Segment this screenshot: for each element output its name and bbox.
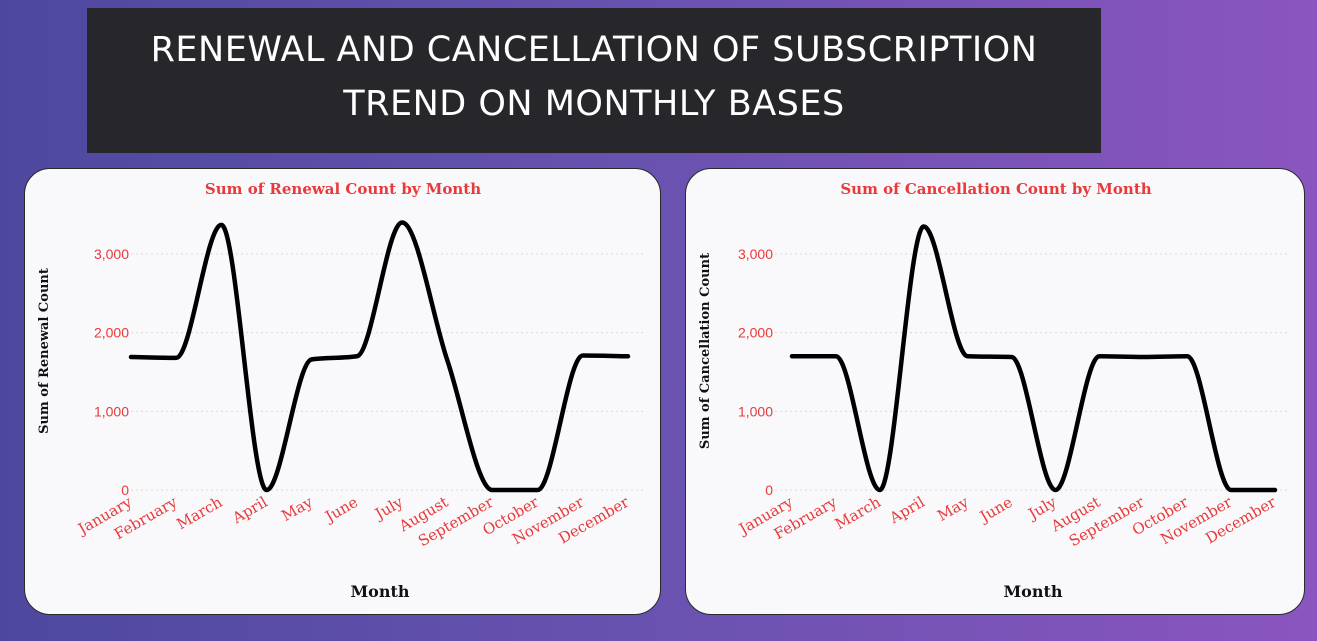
page-title: RENEWAL AND CANCELLATION OF SUBSCRIPTION… (150, 29, 1038, 124)
x-tick-label: March (832, 493, 884, 534)
series-line (789, 224, 1278, 493)
x-tick-label: June (975, 493, 1015, 527)
renewal-line-chart: Sum of Renewal Count by Month 0 1,000 2,000… (37, 180, 645, 601)
x-tick-label: April (886, 493, 928, 528)
cancellation-line-chart: Sum of Cancellation Count by Month 0 1,000… (698, 180, 1289, 601)
x-tick-label: May (934, 493, 972, 525)
y-tick-label: 2,000 (94, 325, 129, 341)
chart-title: Sum of Cancellation Count by Month (840, 180, 1151, 198)
y-tick-label: 3,000 (94, 246, 129, 262)
y-tick-label: 1,000 (738, 403, 773, 419)
chart-title: Sum of Renewal Count by Month (205, 180, 481, 198)
x-tick-label: March (173, 493, 225, 534)
renewal-chart-card: Sum of Renewal Count by Month 0 1,000 2,000… (24, 168, 661, 615)
x-axis-label: Month (350, 582, 409, 601)
y-tick-label: 0 (765, 482, 773, 498)
series-line (128, 220, 631, 493)
y-axis-label: Sum of Cancellation Count (698, 253, 713, 449)
x-tick-label: June (321, 493, 361, 527)
y-axis-label: Sum of Renewal Count (37, 268, 52, 434)
y-tick-label: 3,000 (738, 246, 773, 262)
title-banner: RENEWAL AND CANCELLATION OF SUBSCRIPTION… (87, 8, 1101, 153)
cancellation-chart-card: Sum of Cancellation Count by Month 0 1,000… (685, 168, 1305, 615)
y-tick-label: 0 (121, 482, 129, 498)
x-tick-label: May (278, 493, 316, 525)
x-axis-label: Month (1003, 582, 1062, 601)
y-tick-label: 1,000 (94, 403, 129, 419)
x-tick-label: April (228, 493, 270, 528)
y-tick-label: 2,000 (738, 325, 773, 341)
